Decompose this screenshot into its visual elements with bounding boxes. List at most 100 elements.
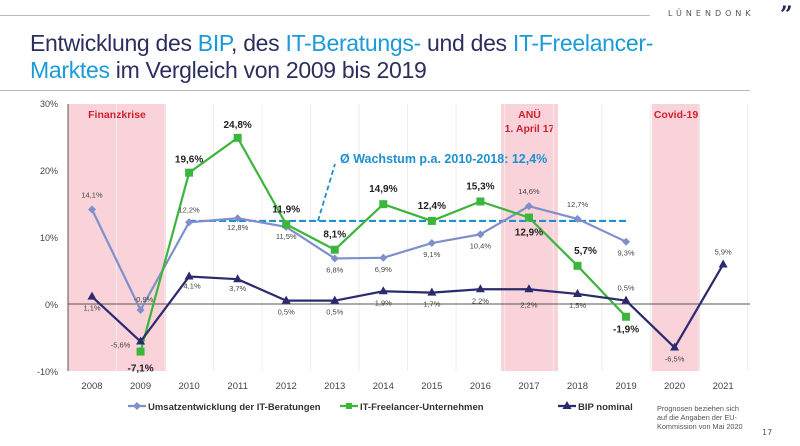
x-tick-label: 2016 [470, 381, 491, 392]
data-point-bip [281, 295, 291, 304]
data-label-bip: 2,2% [520, 300, 537, 309]
data-label-freelancer: 24,8% [223, 120, 251, 131]
title-text: , des [231, 30, 286, 56]
data-point-beratung [233, 214, 242, 223]
data-label-freelancer: 12,9% [515, 228, 543, 239]
title-text: Entwicklung des [30, 30, 198, 56]
data-point-beratung [476, 230, 485, 239]
data-point-freelancer [185, 168, 194, 177]
data-point-bip [524, 284, 534, 293]
data-label-bip: 0,5% [326, 308, 343, 317]
data-point-freelancer [622, 312, 631, 321]
y-tick-label: -10% [37, 367, 58, 377]
data-label-bip: 5,9% [715, 247, 732, 256]
x-tick-label: 2017 [518, 381, 539, 392]
data-label-beratung: 14,6% [518, 187, 540, 196]
data-point-bip [718, 259, 728, 268]
logo: LÜNENDONK [668, 9, 755, 18]
data-point-beratung [379, 253, 388, 262]
x-tick-label: 2020 [664, 381, 685, 392]
legend-label: Umsatzentwicklung der IT-Beratungen [148, 402, 321, 413]
x-tick-label: 2018 [567, 381, 588, 392]
data-point-bip [87, 291, 97, 300]
x-tick-label: 2012 [276, 381, 297, 392]
data-label-beratung: 12,8% [227, 223, 249, 232]
data-point-freelancer [524, 213, 533, 222]
data-label-beratung: 10,4% [470, 241, 492, 250]
data-label-beratung: 9,1% [423, 250, 440, 259]
data-label-freelancer: 19,6% [175, 155, 203, 166]
band-label: Finanzkrise [88, 109, 146, 121]
x-tick-label: 2019 [615, 381, 636, 392]
data-point-bip [475, 284, 485, 293]
average-leader [317, 163, 336, 222]
data-point-beratung [622, 237, 631, 246]
data-label-bip: 2,2% [472, 296, 489, 305]
header-divider-bottom [0, 90, 750, 91]
title-highlight: Marktes [30, 57, 110, 83]
data-point-beratung [88, 205, 96, 214]
x-tick-label: 2013 [324, 381, 345, 392]
data-label-bip: 4,1% [184, 282, 201, 291]
data-point-beratung [524, 202, 533, 211]
x-tick-label: 2011 [227, 381, 247, 392]
data-label-freelancer: 12,4% [418, 201, 446, 212]
legend-label: BIP nominal [578, 402, 633, 413]
legend-label: IT-Freelancer-Unternehmen [360, 402, 484, 413]
legend-marker [346, 403, 352, 409]
data-label-bip: 1,5% [569, 301, 586, 310]
data-label-freelancer: 5,7% [574, 246, 597, 257]
data-label-freelancer: 11,9% [272, 204, 300, 215]
data-label-beratung: 9,3% [617, 249, 634, 258]
x-tick-label: 2021 [713, 381, 734, 392]
logo-quote-icon: ” [780, 2, 793, 28]
data-label-bip: 1,7% [423, 300, 440, 309]
data-label-bip: 1,9% [375, 298, 392, 307]
series-line-beratung [91, 205, 627, 313]
average-label: Ø Wachstum p.a. 2010-2018: 12,4% [340, 152, 547, 166]
band-2 [652, 104, 700, 371]
footnote: auf die Angaben der EU- [657, 413, 737, 422]
data-point-freelancer [233, 133, 242, 142]
data-label-freelancer: -7,1% [127, 364, 153, 375]
data-label-bip: 3,7% [229, 284, 246, 293]
data-label-beratung: -0,9% [134, 295, 154, 304]
data-label-freelancer: 15,3% [466, 181, 494, 192]
data-point-freelancer [476, 197, 485, 206]
band-label: Covid-19 [654, 109, 699, 121]
data-label-beratung: 6,9% [375, 265, 392, 274]
data-label-freelancer: 14,9% [369, 184, 397, 195]
x-tick-label: 2014 [373, 381, 394, 392]
title-highlight: BIP [197, 30, 232, 56]
data-label-beratung: 6,8% [326, 265, 343, 274]
footnote: Prognosen beziehen sich [657, 404, 739, 413]
data-point-beratung [427, 239, 436, 248]
x-tick-label: 2009 [130, 381, 151, 392]
data-point-bip [573, 288, 582, 297]
data-label-beratung: 12,2% [178, 205, 200, 214]
data-label-beratung: 14,1% [81, 191, 103, 200]
data-point-beratung [330, 254, 339, 263]
data-point-freelancer [379, 200, 388, 209]
data-label-beratung: 12,7% [567, 200, 589, 209]
data-point-freelancer [282, 220, 291, 229]
y-tick-label: 20% [40, 166, 58, 176]
band-label: ANÜ [518, 108, 541, 121]
header-divider-top [0, 15, 650, 16]
x-tick-label: 2008 [81, 381, 102, 392]
y-tick-label: 10% [40, 233, 58, 243]
title-highlight: IT-Freelancer- [512, 30, 654, 56]
data-point-freelancer [573, 261, 582, 270]
data-label-bip: 0,5% [278, 308, 295, 317]
data-point-freelancer [136, 347, 145, 356]
y-tick-label: 30% [40, 99, 58, 109]
legend-marker [562, 401, 572, 409]
title-highlight: IT-Beratungs- [285, 30, 421, 56]
data-point-bip [670, 342, 680, 351]
data-point-freelancer [330, 245, 339, 254]
data-point-beratung [573, 214, 582, 223]
data-point-bip [330, 295, 340, 304]
x-tick-label: 2015 [421, 381, 442, 392]
data-point-bip [378, 286, 388, 295]
